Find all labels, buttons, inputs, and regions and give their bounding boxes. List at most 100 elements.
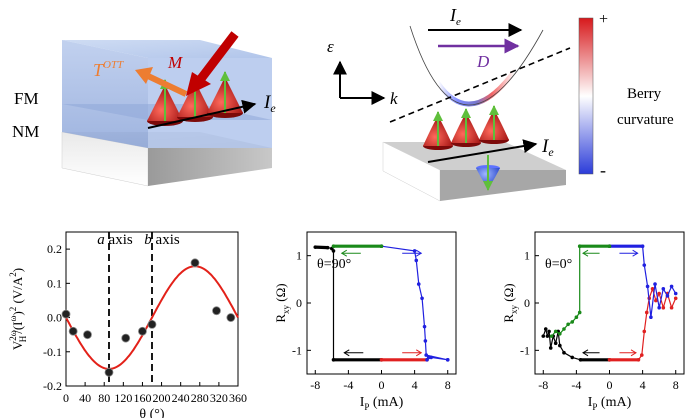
x-axis-label: IP (mA) bbox=[588, 395, 632, 412]
sweep-arrow-head bbox=[630, 349, 637, 357]
sweep-arrow-head bbox=[632, 249, 639, 257]
y-tick-label: 0 bbox=[296, 296, 302, 310]
y-label-unit: (Ω) bbox=[273, 283, 288, 305]
theta-annotation: θ=0° bbox=[545, 257, 572, 272]
series-point bbox=[673, 291, 678, 296]
panel-b-dispersion: ε k Ie D + - Berry curvature bbox=[327, 5, 674, 202]
y-tick-label: -1 bbox=[520, 343, 530, 357]
series-point bbox=[424, 353, 429, 357]
magnetization-cone bbox=[147, 79, 183, 126]
fm-slab-front bbox=[62, 40, 148, 148]
y-axis-label-part: H bbox=[18, 335, 28, 342]
magnetization-cone bbox=[423, 111, 453, 150]
y-label-unit: (Ω) bbox=[501, 283, 516, 305]
y-axis-label-part: V bbox=[10, 340, 25, 350]
chart-second-harmonic: 0 40 80 120 160 200 240 280 320 360 0.2 0.1 0.0 -0.1 -… bbox=[8, 231, 247, 418]
series-line bbox=[609, 286, 677, 361]
data-point bbox=[226, 313, 236, 322]
current-arrow-b2 bbox=[427, 139, 538, 163]
x-label-sub: P bbox=[592, 402, 597, 412]
series-point bbox=[445, 358, 450, 362]
data-point bbox=[121, 333, 131, 343]
colorbar-plus: + bbox=[599, 11, 608, 28]
series-point bbox=[543, 327, 548, 331]
y-label-main: R bbox=[273, 314, 288, 323]
sweep-arrow-head bbox=[582, 349, 589, 357]
series-point bbox=[553, 329, 558, 334]
y-tick-label: 0.2 bbox=[47, 242, 62, 256]
x-label-unit: (mA) bbox=[597, 395, 631, 410]
series-point bbox=[577, 310, 582, 315]
annotation-b-axis: b axis bbox=[144, 232, 180, 248]
y-axis-label-part: 2 bbox=[8, 272, 18, 277]
series-point bbox=[639, 353, 644, 357]
series-point bbox=[661, 287, 666, 291]
x-tick-label: 4 bbox=[412, 378, 418, 392]
axis-k-label: k bbox=[390, 89, 398, 108]
x-label-main: I bbox=[588, 395, 593, 410]
sweep-arrow-head bbox=[415, 249, 423, 257]
colorbar bbox=[578, 17, 594, 175]
minority-cone bbox=[476, 155, 500, 191]
series-point bbox=[657, 305, 661, 310]
x-tick-label: -4 bbox=[571, 378, 581, 392]
chart-rxy-theta0: -8 -4 0 4 8 1 0 -1 θ=0° IP (mA) Rxy (Ω) bbox=[501, 231, 685, 412]
x-tick-label: 200 bbox=[153, 391, 171, 405]
annotation-b-letter: b bbox=[144, 232, 152, 248]
y-tick-label: 1 bbox=[524, 249, 530, 263]
annotation-a-word: axis bbox=[105, 232, 133, 248]
label-t-ott: TOTT bbox=[93, 59, 124, 80]
series-point bbox=[426, 355, 431, 360]
x-tick-label: 120 bbox=[114, 391, 132, 405]
series-point bbox=[562, 350, 566, 355]
chart-rxy-theta90: -8 -4 0 4 8 1 0 -1 θ=90° IP (mA) Rxy (Ω) bbox=[273, 231, 457, 412]
series-point bbox=[423, 339, 428, 343]
series-point bbox=[416, 282, 421, 286]
series-point bbox=[558, 331, 562, 336]
series-point bbox=[429, 355, 433, 360]
x-tick-label: 0 bbox=[607, 378, 613, 392]
series-point bbox=[541, 334, 546, 338]
sweep-arrow-head bbox=[582, 249, 589, 257]
series-point bbox=[669, 305, 674, 310]
series-point bbox=[548, 346, 553, 350]
y-axis-label: Rxy (Ω) bbox=[273, 283, 291, 322]
y-axis-label-part: (V/A bbox=[10, 276, 25, 307]
x-tick-label: -8 bbox=[310, 378, 320, 392]
label-d: D bbox=[476, 52, 490, 71]
y-tick-label: 1 bbox=[296, 249, 302, 263]
series-point bbox=[645, 284, 650, 289]
series-point bbox=[570, 320, 575, 324]
data-point bbox=[83, 330, 92, 340]
series-point bbox=[558, 343, 562, 348]
x-tick-label: 320 bbox=[210, 391, 228, 405]
series-line bbox=[551, 245, 610, 337]
annotation-a-axis: a axis bbox=[97, 232, 133, 248]
series-line bbox=[381, 245, 448, 361]
y-axis-label-part: 2 bbox=[8, 307, 18, 312]
x-tick-label: 4 bbox=[640, 378, 646, 392]
t-ott-arrow-head bbox=[135, 67, 153, 84]
x-tick-label: 240 bbox=[172, 391, 190, 405]
series-point bbox=[650, 287, 655, 291]
m-arrow bbox=[196, 31, 239, 83]
magnetization-cone bbox=[451, 108, 481, 147]
fit-curve bbox=[65, 265, 239, 370]
label-nm: NM bbox=[12, 122, 39, 141]
magnetization-cone bbox=[207, 71, 243, 118]
m-arrow-head bbox=[186, 72, 211, 96]
label-ie-a: Ie bbox=[263, 92, 276, 115]
series-point bbox=[412, 249, 417, 253]
data-point bbox=[68, 326, 78, 336]
data-point bbox=[104, 367, 114, 377]
series-point bbox=[549, 334, 554, 338]
x-label-sub: P bbox=[364, 402, 369, 412]
series-point bbox=[547, 329, 551, 334]
series-point bbox=[644, 310, 649, 315]
colorbar-label-2: curvature bbox=[617, 112, 674, 128]
series-point bbox=[654, 298, 658, 303]
series-point bbox=[669, 284, 674, 289]
series-point bbox=[574, 315, 579, 320]
fermi-level-line bbox=[389, 47, 571, 123]
